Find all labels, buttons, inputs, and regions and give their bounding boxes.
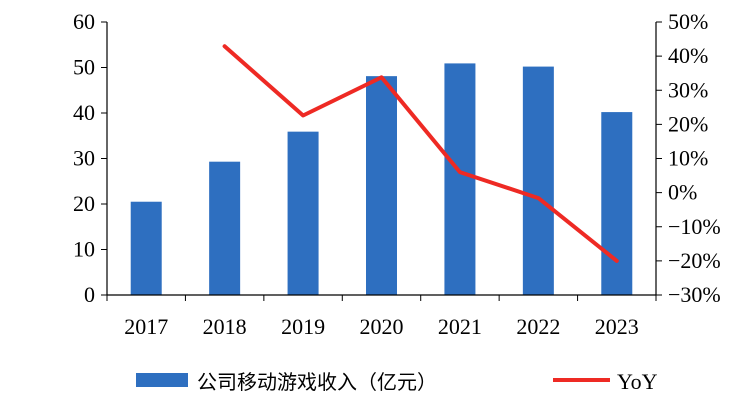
left-tick-label: 60 [73, 9, 95, 34]
bar [601, 112, 633, 295]
bar [130, 201, 162, 295]
line-series [222, 44, 619, 263]
legend-bar-label: 公司移动游戏收入（亿元） [197, 370, 437, 394]
x-tick-label: 2019 [281, 314, 325, 339]
legend-bar-swatch [136, 373, 188, 387]
legend-line-label: YoY [617, 369, 658, 394]
yoy-line [222, 44, 619, 263]
left-tick-label: 10 [73, 237, 95, 262]
left-tick-label: 20 [73, 191, 95, 216]
axes: 0 10 20 30 40 50 60 −30% −20% −10% 0% 10% 20% 30% 40% 5… [73, 9, 721, 339]
left-tick-label: 40 [73, 100, 95, 125]
legend: 公司移动游戏收入（亿元） YoY [136, 369, 658, 394]
right-tick-label: −20% [668, 248, 721, 273]
right-tick-label: −10% [668, 214, 721, 239]
bar [444, 63, 476, 295]
x-tick-label: 2018 [203, 314, 247, 339]
bar [209, 161, 241, 295]
left-tick-label: 30 [73, 146, 95, 171]
right-tick-label: −30% [668, 282, 721, 307]
right-tick-label: 0% [668, 180, 697, 205]
bar [522, 66, 554, 295]
x-tick-label: 2021 [438, 314, 482, 339]
right-tick-label: 50% [668, 9, 708, 34]
bar-series [130, 63, 633, 296]
x-tick-label: 2017 [124, 314, 168, 339]
x-tick-label: 2020 [360, 314, 404, 339]
x-tick-label: 2023 [595, 314, 639, 339]
left-tick-label: 0 [84, 282, 95, 307]
right-tick-label: 20% [668, 111, 708, 136]
bar [366, 76, 397, 296]
bar [287, 131, 319, 295]
right-tick-label: 30% [668, 77, 708, 102]
x-tick-label: 2022 [516, 314, 560, 339]
right-tick-label: 40% [668, 43, 708, 68]
right-tick-label: 10% [668, 146, 708, 171]
left-tick-label: 50 [73, 55, 95, 80]
